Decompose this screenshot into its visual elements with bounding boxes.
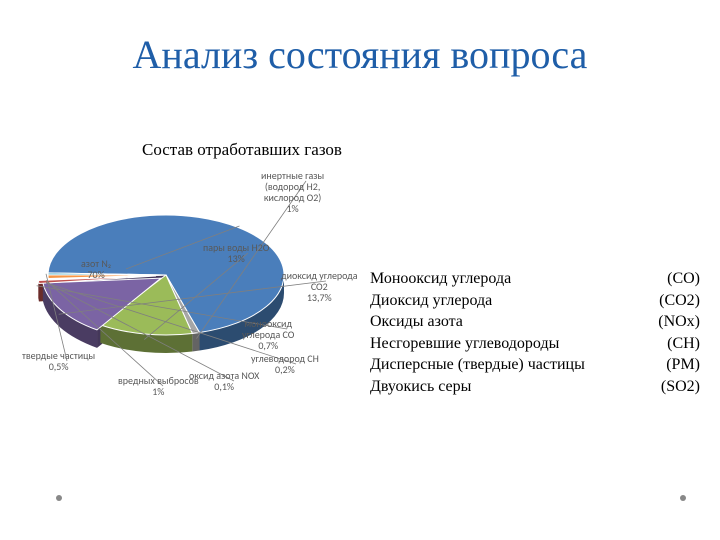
gas-formula: (СО2) (659, 290, 700, 312)
gas-name: Несгоревшие углеводороды (370, 333, 559, 355)
gas-name: Монооксид углерода (370, 268, 511, 290)
gas-formula: (СН) (667, 333, 700, 355)
pie-slice-label: вредных выбросов1% (118, 375, 199, 397)
gas-formula: (NOx) (658, 311, 700, 333)
gas-formula: (РМ) (666, 354, 700, 376)
pie-slice-label: пары воды H2O13% (203, 242, 269, 264)
pie-slice-label: монооксидуглерода CO0,7% (242, 318, 294, 351)
gas-formula: (СО) (667, 268, 700, 290)
pie-chart: азот N₂70% инертные газы(водород H2,кисло… (26, 170, 366, 400)
page-title: Анализ состояния вопроса (0, 31, 720, 79)
gas-name: Оксиды азота (370, 311, 463, 333)
gas-name: Диоксид углерода (370, 290, 492, 312)
gas-formula: (SO2) (661, 376, 700, 398)
gas-list: Монооксид углерода (СО) Диоксид углерода (С… (370, 268, 700, 398)
gas-list-item: Оксиды азота (NOx) (370, 311, 700, 333)
pie-slice-label: азот N₂70% (81, 258, 111, 280)
chart-title: Состав отработавших газов (142, 140, 342, 160)
pie-slice-label: оксид азота NOX0,1% (189, 370, 259, 392)
pie-slice-label: диоксид углеродаCO213,7% (281, 270, 358, 303)
gas-list-item: Несгоревшие углеводороды (СН) (370, 333, 700, 355)
decor-bullet (680, 495, 686, 501)
gas-list-item: Дисперсные (твердые) частицы (РМ) (370, 354, 700, 376)
gas-name: Двуокись серы (370, 376, 471, 398)
gas-list-item: Монооксид углерода (СО) (370, 268, 700, 290)
gas-list-item: Двуокись серы (SO2) (370, 376, 700, 398)
pie-slice-label: инертные газы(водород H2,кислород O2)1% (261, 170, 324, 214)
gas-name: Дисперсные (твердые) частицы (370, 354, 585, 376)
pie-slice-label: твердые частицы0,5% (22, 350, 95, 372)
decor-bullet (56, 495, 62, 501)
pie-slice-label: углеводород CH0,2% (251, 353, 319, 375)
gas-list-item: Диоксид углерода (СО2) (370, 290, 700, 312)
